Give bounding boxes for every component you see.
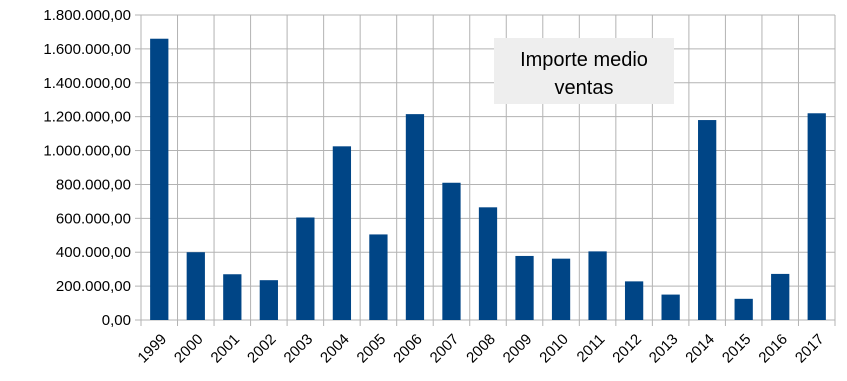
bar-2014 — [698, 120, 717, 320]
bar-2017 — [807, 113, 826, 321]
x-tick-label: 2014 — [682, 331, 718, 367]
grid-lines — [140, 14, 836, 326]
bar-2009 — [515, 255, 534, 320]
title-background — [494, 38, 674, 104]
x-tick-label: 2003 — [281, 331, 317, 367]
bar-2000 — [186, 252, 205, 320]
x-tick-label: 2008 — [463, 331, 499, 367]
y-tick-label: 1.000.000,00 — [43, 143, 131, 160]
bar-2008 — [478, 207, 498, 320]
axes — [135, 14, 141, 321]
x-tick-label: 2001 — [208, 331, 244, 367]
x-tick-labels: 1999 2000 2001 2002 2003 2004 2005 2006 2007 2008… — [134, 331, 827, 367]
bar-2004 — [332, 146, 352, 320]
x-tick-label: 2013 — [646, 331, 682, 367]
y-tick-label: 800.000,00 — [56, 176, 131, 193]
chart-title-line-1: Importe medio — [520, 49, 648, 71]
x-tick-label: 2007 — [427, 331, 463, 367]
y-tick-label: 1.800.000,00 — [43, 7, 131, 24]
x-tick-label: 2006 — [390, 331, 426, 367]
bar-2011 — [588, 251, 607, 320]
y-tick-labels: 0,00 200.000,00 400.000,00 600.000,00 800.00… — [43, 7, 131, 329]
x-tick-label: 2017 — [792, 331, 828, 367]
x-tick-label: 2009 — [500, 331, 536, 367]
bar-2002 — [259, 280, 278, 320]
y-tick-label: 200.000,00 — [56, 278, 131, 295]
bar-2015 — [734, 298, 753, 320]
x-tick-label: 2016 — [755, 331, 791, 367]
x-tick-label: 2002 — [244, 331, 280, 367]
x-tick-label: 2005 — [354, 331, 390, 367]
x-tick-label: 2015 — [719, 331, 755, 367]
bar-2012 — [624, 281, 644, 320]
bar-2010 — [551, 258, 571, 320]
y-tick-label: 1.600.000,00 — [43, 41, 131, 58]
x-tick-label: 2000 — [171, 331, 207, 367]
bars — [150, 38, 826, 321]
x-tick-label: 2004 — [317, 331, 353, 367]
y-tick-label: 600.000,00 — [56, 210, 131, 227]
bar-2001 — [223, 274, 242, 320]
x-tick-label: 2012 — [609, 331, 645, 367]
y-tick-label: 1.200.000,00 — [43, 109, 131, 126]
y-tick-label: 0,00 — [102, 312, 131, 329]
y-tick-label: 1.400.000,00 — [43, 75, 131, 92]
bar-2013 — [661, 294, 680, 320]
bar-2005 — [369, 234, 388, 320]
x-tick-label: 2010 — [536, 331, 572, 367]
x-tick-label: 2011 — [574, 331, 609, 366]
bar-2016 — [771, 273, 790, 320]
bar-1999 — [150, 38, 169, 320]
chart-title-box: Importe medio ventas — [494, 38, 674, 104]
chart-title-line-2: ventas — [555, 77, 614, 99]
bar-2003 — [296, 217, 315, 320]
bar-2007 — [442, 182, 461, 320]
x-tick-label: 1999 — [134, 331, 170, 367]
y-tick-label: 400.000,00 — [56, 244, 131, 261]
bar-2006 — [405, 114, 425, 320]
